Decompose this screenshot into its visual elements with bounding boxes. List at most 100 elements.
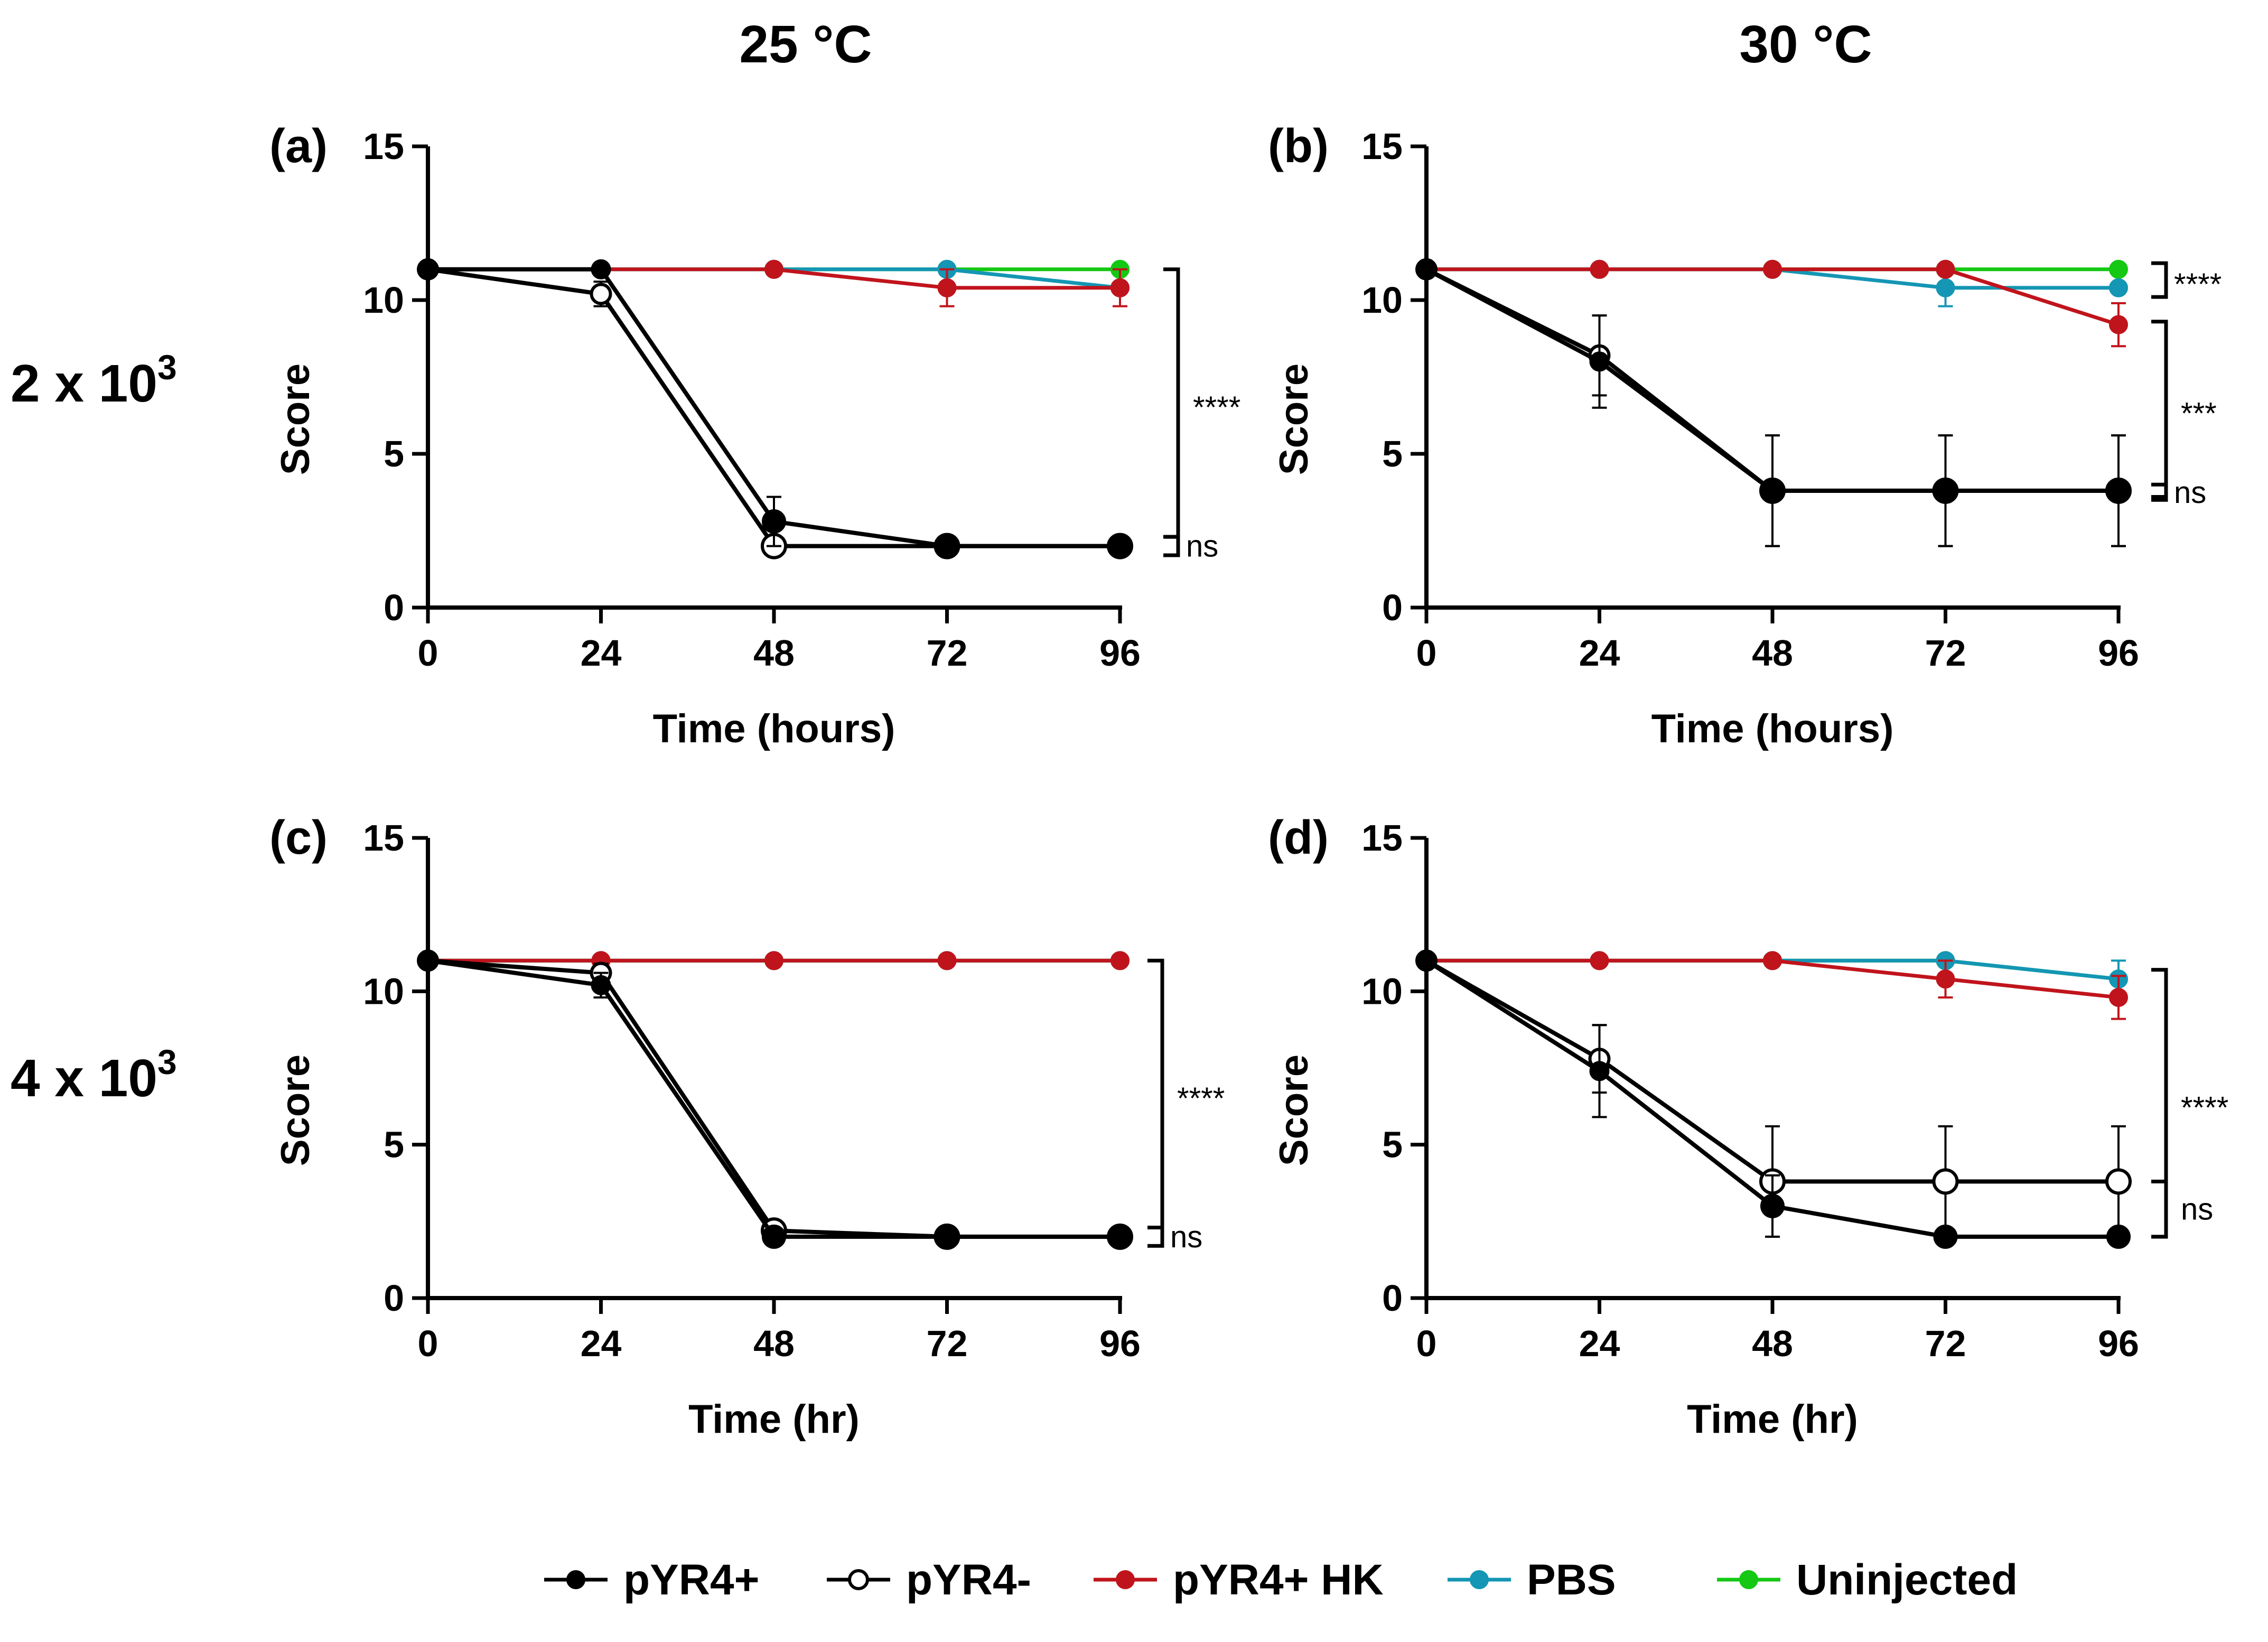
data-point — [2109, 278, 2128, 297]
x-tick-label: 72 — [927, 1323, 968, 1364]
data-point — [764, 951, 783, 971]
significance-label: **** — [2181, 1090, 2228, 1125]
bracket-line — [2151, 261, 2168, 299]
x-axis-label: Time (hours) — [1651, 706, 1894, 751]
data-point — [1108, 1224, 1132, 1249]
series-pyr4-neg — [417, 949, 1133, 1250]
bracket-line — [1163, 267, 1180, 539]
data-point — [2109, 259, 2128, 279]
legend-marker — [848, 1569, 869, 1590]
series-pyr4-pos — [1416, 950, 2131, 1249]
data-point — [1110, 278, 1130, 297]
significance-label: *** — [2181, 397, 2217, 431]
x-axis-label: Time (hours) — [653, 706, 895, 751]
data-point — [2109, 987, 2128, 1007]
significance-label: ns — [2174, 475, 2206, 510]
y-tick-label: 0 — [1382, 1277, 1403, 1319]
data-point — [2106, 1224, 2131, 1249]
data-point — [935, 534, 959, 558]
x-tick-label: 48 — [753, 632, 795, 674]
x-tick-label: 72 — [1925, 632, 1966, 674]
column-header-30c: 30 °C — [1739, 15, 1872, 74]
significance-label: ns — [2181, 1192, 2213, 1227]
legend-item-pyr4-pos: pYR4+ — [544, 1556, 760, 1604]
y-tick-label: 5 — [1382, 1124, 1403, 1165]
series-pyr4-pos — [418, 259, 1132, 558]
data-point — [1760, 478, 1785, 503]
bracket-line — [1147, 958, 1164, 1229]
legend-label: pYR4+ HK — [1173, 1556, 1384, 1604]
y-tick-label: 5 — [1382, 433, 1403, 474]
row-header-dose-2: 4 x 103 — [11, 1042, 177, 1108]
data-point — [418, 259, 438, 279]
panel-d: (d) 0 5 10 15 0 24 48 72 96 Time (hr) Score **** ns — [1268, 811, 2228, 1442]
y-tick-label: 15 — [363, 817, 404, 859]
x-tick-label: 96 — [1099, 1323, 1141, 1364]
data-point — [764, 259, 783, 279]
x-tick-label: 24 — [1579, 1323, 1620, 1364]
y-tick-label: 10 — [1361, 971, 1403, 1012]
y-axis-label: Score — [1272, 1055, 1317, 1166]
series-pyr4-pos — [418, 950, 1132, 1249]
x-tick-label: 0 — [1416, 632, 1437, 674]
data-point — [1932, 1168, 1959, 1195]
y-tick-label: 10 — [363, 971, 404, 1012]
panel-label: (c) — [269, 811, 328, 864]
data-point — [1936, 969, 1955, 989]
y-tick-label: 10 — [1361, 279, 1403, 321]
x-tick-label: 0 — [1416, 1323, 1437, 1364]
x-tick-label: 96 — [2098, 632, 2139, 674]
significance-bracket: ns — [1163, 529, 1218, 564]
panel-label: (a) — [269, 120, 328, 173]
x-tick-label: 96 — [2098, 1323, 2139, 1364]
column-header-25c: 25 °C — [739, 15, 872, 74]
significance-bracket: ns — [1147, 1220, 1202, 1254]
legend-label: Uninjected — [1796, 1556, 2018, 1604]
data-point — [1933, 478, 1958, 503]
significance-bracket: **** — [1147, 958, 1225, 1229]
y-tick-label: 15 — [1361, 126, 1403, 167]
legend: pYR4+ pYR4- pYR4+ HK PBS Uninjected — [544, 1556, 2018, 1604]
panel-c: (c) 0 5 10 15 0 24 48 72 96 Time (hr) Score **** ns — [269, 811, 1225, 1442]
data-point — [1760, 1193, 1785, 1218]
data-point — [2106, 478, 2131, 503]
series-line — [427, 958, 1120, 1239]
series-line — [427, 958, 1120, 1239]
significance-label: ns — [1170, 1220, 1202, 1254]
significance-bracket: **** — [1163, 267, 1240, 539]
y-tick-label: 5 — [384, 1124, 404, 1165]
significance-bracket: ns — [2151, 475, 2206, 510]
significance-bracket: **** — [2151, 261, 2222, 302]
data-point — [418, 950, 438, 971]
series-pyr4-pos — [1416, 259, 2131, 547]
x-tick-label: 24 — [581, 632, 622, 674]
y-tick-label: 15 — [1361, 817, 1403, 859]
data-point — [1763, 259, 1782, 279]
legend-marker — [566, 1570, 585, 1589]
x-tick-label: 96 — [1099, 632, 1141, 674]
data-point — [1589, 351, 1610, 372]
legend-item-uninjected: Uninjected — [1717, 1556, 2018, 1604]
data-point — [590, 283, 612, 305]
legend-label: PBS — [1527, 1556, 1616, 1604]
legend-label: pYR4+ — [623, 1556, 760, 1604]
significance-label: **** — [1177, 1081, 1225, 1116]
x-tick-label: 48 — [753, 1323, 795, 1364]
data-point — [1416, 259, 1436, 279]
data-point — [1110, 951, 1130, 971]
x-axis-label: Time (hr) — [688, 1397, 860, 1442]
bracket-line — [1147, 1225, 1164, 1248]
x-tick-label: 24 — [581, 1323, 622, 1364]
y-axis-label: Score — [273, 1055, 318, 1166]
significance-label: ns — [1186, 529, 1218, 564]
panel-a: (a) 0 5 10 15 0 24 48 72 96 Time (hours) Score **** n… — [269, 120, 1240, 751]
legend-item-pyr4-neg: pYR4- — [827, 1556, 1031, 1604]
data-point — [937, 951, 957, 971]
data-point — [1416, 950, 1436, 971]
significance-label: **** — [2174, 267, 2222, 302]
bracket-line — [2151, 1179, 2168, 1239]
panel-label: (d) — [1268, 811, 1329, 864]
series-pyr4-pos-hk — [1417, 259, 2128, 348]
